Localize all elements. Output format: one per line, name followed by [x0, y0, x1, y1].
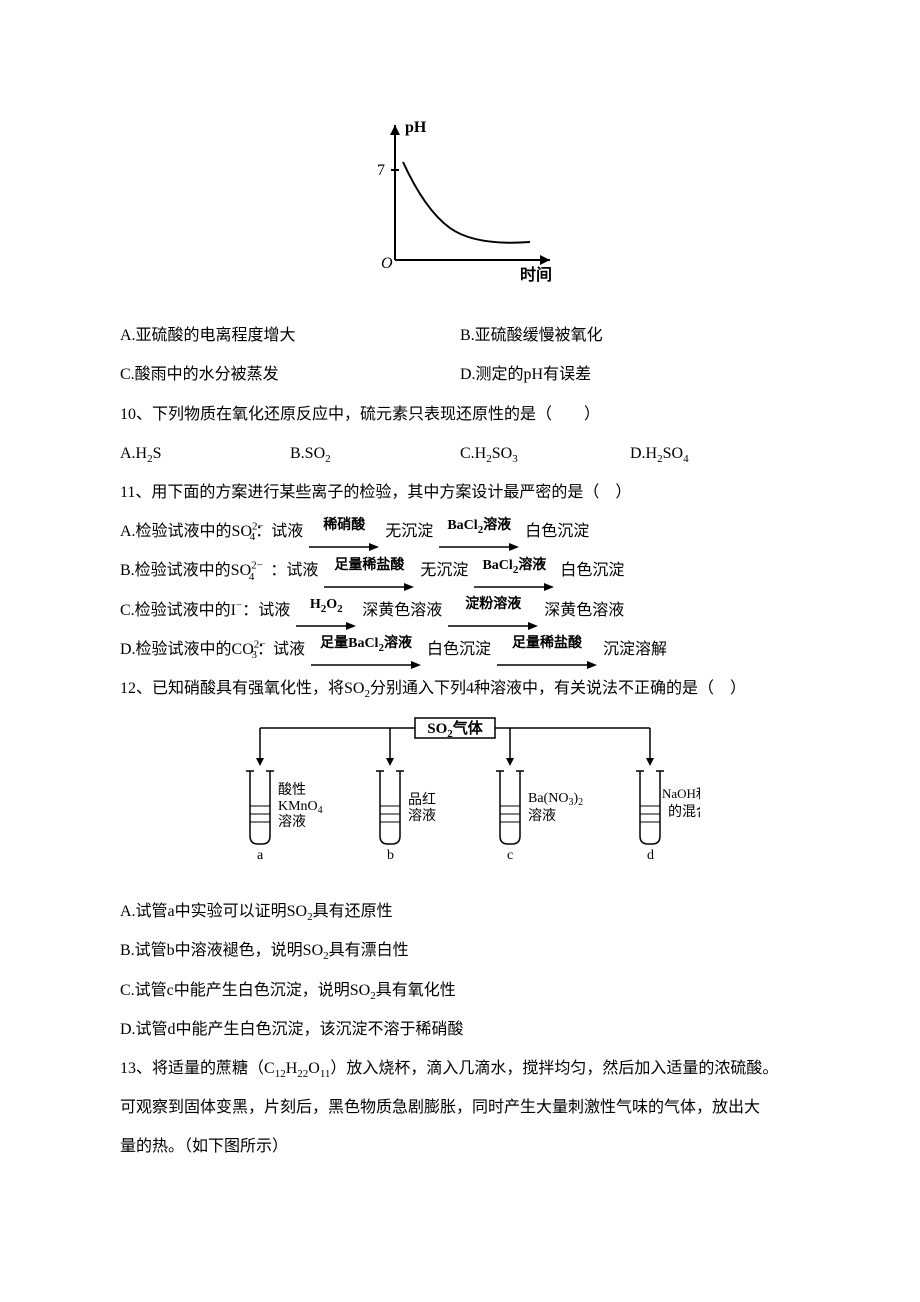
q9-option-a: A.亚硫酸的电离程度增大	[120, 318, 460, 353]
svg-text:SO2气体: SO2气体	[427, 719, 484, 740]
x-axis-label: 时间	[520, 265, 552, 284]
q11-stem: 11、用下面的方案进行某些离子的检验，其中方案设计最严密的是（ ）	[120, 475, 800, 510]
q9-ph-chart: pH O 7 时间	[120, 110, 800, 303]
q12-option-c: C.试管c中能产生白色沉淀，说明SO2具有氧化性	[120, 973, 800, 1008]
q11-option-b: B.检验试液中的SO2−4 ：试液 足量稀盐酸 无沉淀 BaCl2溶液 白色沉淀	[120, 553, 800, 588]
q12-option-d: D.试管d中能产生白色沉淀，该沉淀不溶于稀硝酸	[120, 1012, 800, 1047]
svg-text:溶液: 溶液	[528, 808, 556, 824]
svg-text:d: d	[647, 848, 654, 863]
q11-option-c: C.检验试液中的I−：试液 H2O2 深黄色溶液 淀粉溶液 深黄色溶液	[120, 593, 800, 628]
y-tick-7: 7	[377, 162, 385, 179]
tube-d-line1: NaOH和BaCl2	[662, 786, 700, 804]
q12-option-b: B.试管b中溶液褪色，说明SO2具有漂白性	[120, 933, 800, 968]
q10-options: A.H2S B.SO2 C.H2SO3 D.H2SO4	[120, 436, 800, 471]
q12-option-a: A.试管a中实验可以证明SO2具有还原性	[120, 894, 800, 929]
svg-text:Ba(NO3)2: Ba(NO3)2	[528, 791, 583, 808]
q9-options-row1: A.亚硫酸的电离程度增大 B.亚硫酸缓慢被氧化	[120, 318, 800, 353]
svg-text:溶液: 溶液	[408, 808, 436, 824]
svg-text:a: a	[257, 848, 264, 863]
svg-text:酸性: 酸性	[278, 782, 306, 798]
origin-label: O	[381, 255, 393, 272]
svg-text:的混合溶液: 的混合溶液	[668, 804, 700, 820]
ph-curve	[403, 162, 530, 243]
q11-option-d: D.检验试液中的CO2−3：试液 足量BaCl2溶液 白色沉淀 足量稀盐酸 沉淀…	[120, 632, 800, 667]
svg-text:溶液: 溶液	[278, 814, 306, 830]
q10-option-b: B.SO2	[290, 436, 460, 471]
q9-option-b: B.亚硫酸缓慢被氧化	[460, 318, 800, 353]
q9-option-d: D.测定的pH有误差	[460, 357, 800, 392]
q10-option-a: A.H2S	[120, 436, 290, 471]
q12-stem: 12、已知硝酸具有强氧化性，将SO2分别通入下列4种溶液中，有关说法不正确的是（…	[120, 671, 800, 706]
svg-text:b: b	[387, 848, 394, 863]
q13-line1: 13、将适量的蔗糖（C12H22O11）放入烧杯，滴入几滴水，搅拌均匀，然后加入…	[120, 1051, 800, 1086]
q12-figure: SO2气体 酸性 KMnO4 溶液 a 品红 溶	[120, 716, 800, 879]
q9-options-row2: C.酸雨中的水分被蒸发 D.测定的pH有误差	[120, 357, 800, 392]
svg-text:c: c	[507, 848, 513, 863]
svg-text:KMnO4: KMnO4	[278, 799, 323, 816]
svg-text:品红: 品红	[408, 792, 436, 808]
q13-line3: 量的热。（如下图所示）	[120, 1129, 800, 1164]
y-axis-label: pH	[405, 119, 427, 136]
q10-stem: 10、下列物质在氧化还原反应中，硫元素只表现还原性的是（ ）	[120, 397, 800, 432]
q11-option-a: A.检验试液中的SO2−4：试液 稀硝酸 无沉淀 BaCl2溶液 白色沉淀	[120, 514, 800, 549]
q10-option-c: C.H2SO3	[460, 436, 630, 471]
q13-line2: 可观察到固体变黑，片刻后，黑色物质急剧膨胀，同时产生大量刺激性气味的气体，放出大	[120, 1090, 800, 1125]
q9-option-c: C.酸雨中的水分被蒸发	[120, 357, 460, 392]
q10-option-d: D.H2SO4	[630, 436, 800, 471]
